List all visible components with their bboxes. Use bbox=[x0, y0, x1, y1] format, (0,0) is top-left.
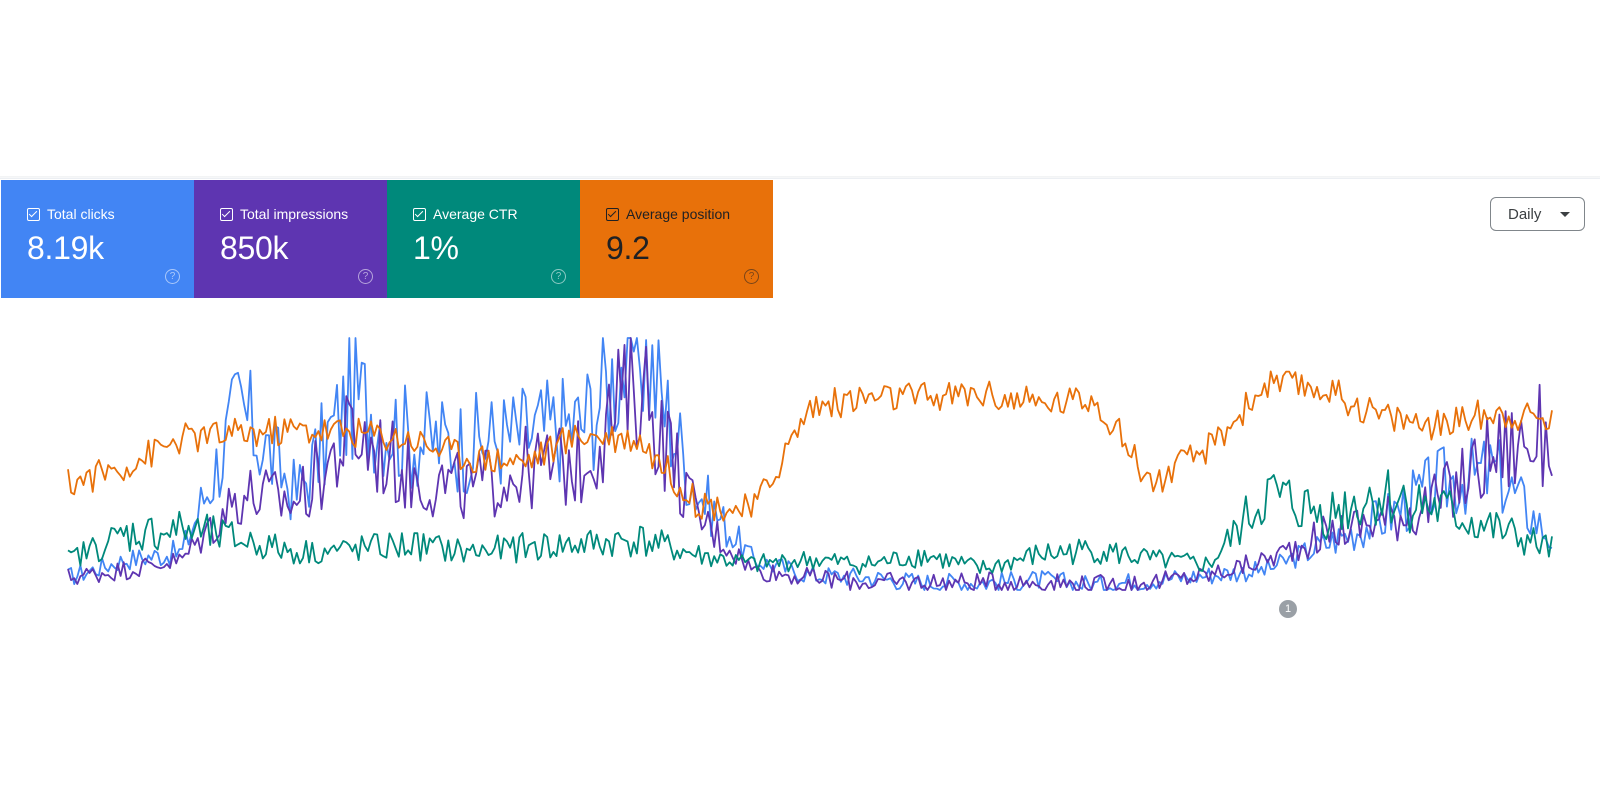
metric-label: Total impressions bbox=[240, 206, 349, 222]
series-line-average-ctr bbox=[67, 469, 1553, 576]
granularity-label: Daily bbox=[1508, 205, 1542, 223]
metric-card-total-impressions[interactable]: Total impressions 850k ? bbox=[194, 180, 387, 298]
metric-label: Total clicks bbox=[47, 206, 115, 222]
checkbox-checked-icon[interactable] bbox=[606, 207, 619, 221]
help-icon[interactable]: ? bbox=[358, 269, 373, 284]
checkbox-checked-icon[interactable] bbox=[220, 207, 233, 221]
metric-label: Average CTR bbox=[433, 206, 518, 222]
granularity-select[interactable]: Daily bbox=[1490, 197, 1585, 231]
help-icon[interactable]: ? bbox=[551, 269, 566, 284]
metric-cards: Total clicks 8.19k ? Total impressions 8… bbox=[1, 180, 773, 298]
help-icon[interactable]: ? bbox=[744, 269, 759, 284]
annotation-marker[interactable]: 1 bbox=[1279, 600, 1297, 618]
help-icon[interactable]: ? bbox=[165, 269, 180, 284]
checkbox-checked-icon[interactable] bbox=[413, 207, 426, 221]
checkbox-checked-icon[interactable] bbox=[27, 207, 40, 221]
metric-value: 850k bbox=[220, 230, 289, 266]
metric-value: 1% bbox=[413, 230, 459, 266]
series-line-average-position bbox=[67, 370, 1553, 522]
metric-card-average-position[interactable]: Average position 9.2 ? bbox=[580, 180, 773, 298]
chart-series bbox=[67, 337, 1553, 591]
metric-card-average-ctr[interactable]: Average CTR 1% ? bbox=[387, 180, 580, 298]
metric-value: 8.19k bbox=[27, 230, 104, 266]
series-line-total-impressions bbox=[67, 337, 1553, 591]
metric-label: Average position bbox=[626, 206, 731, 222]
metric-value: 9.2 bbox=[606, 230, 650, 266]
arrow-drop-down-icon bbox=[1560, 212, 1570, 217]
metric-card-total-clicks[interactable]: Total clicks 8.19k ? bbox=[1, 180, 194, 298]
